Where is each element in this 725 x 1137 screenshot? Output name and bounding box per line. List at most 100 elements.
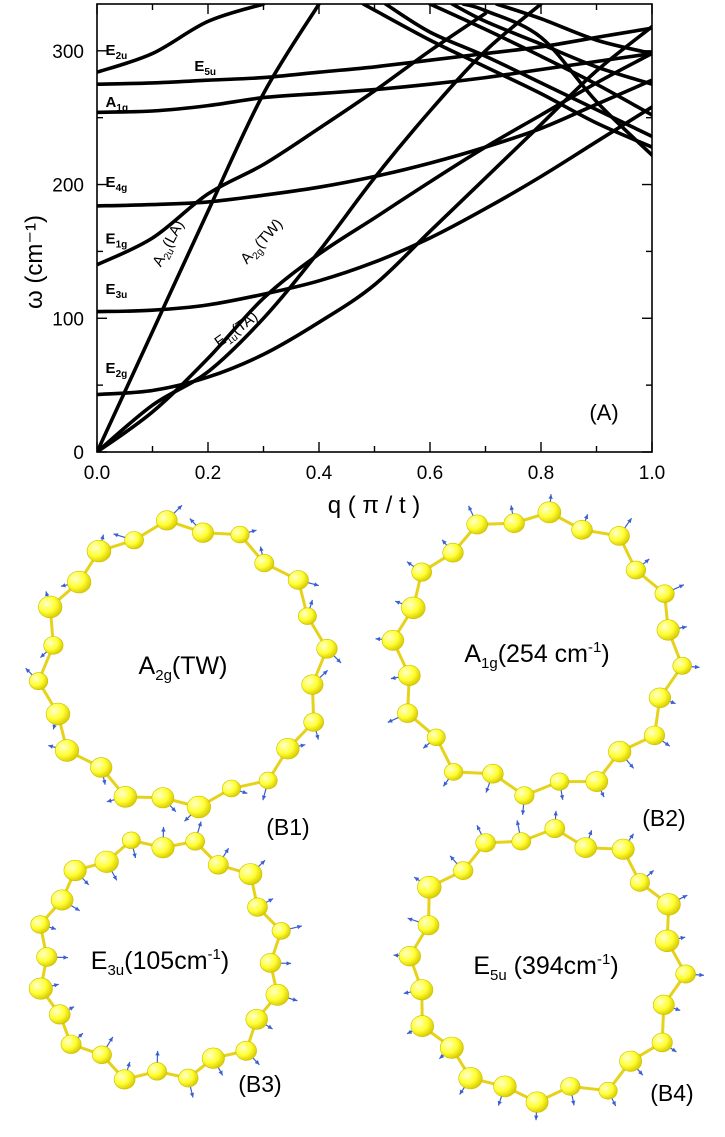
y-tick-label: 200 (52, 176, 84, 197)
carbon-atom (124, 531, 144, 550)
ring-caption: (B4) (650, 1080, 693, 1106)
carbon-atom (514, 786, 535, 805)
carbon-atom (66, 570, 92, 594)
arrow-head (51, 925, 56, 930)
vibration-mode-rings: A2g(TW) (B1) A1g(254 cm-1) (B2) E3u(105cm-1)… (25, 494, 704, 1121)
carbon-atom (410, 979, 434, 1001)
carbon-atom (36, 947, 58, 967)
carbon-atom (401, 596, 426, 619)
carbon-atom (537, 501, 562, 524)
ring-panel-1: A2g(TW) (B1) (25, 504, 342, 840)
carbon-atom (397, 664, 421, 686)
carbon-atom (235, 1040, 257, 1061)
carbon-atom (121, 831, 141, 849)
carbon-atom (43, 636, 64, 655)
arrow-head (407, 561, 412, 567)
arrow-head (638, 1070, 643, 1076)
carbon-atom (648, 687, 672, 708)
carbon-atom (207, 855, 229, 875)
arrow-head (322, 670, 328, 675)
x-tick-label: 0.0 (84, 463, 110, 484)
carbon-atom (259, 953, 282, 973)
branch-line-0 (97, 4, 321, 452)
branch-line-7 (97, 51, 652, 115)
carbon-atom (619, 1050, 643, 1072)
branch-line-10 (361, 4, 652, 149)
arrow-head (259, 546, 264, 552)
arrow-head (675, 1006, 681, 1012)
mode-labels: E2u E5u A1g E4g E1g E3u E2g (106, 42, 216, 380)
arrow-head (189, 1092, 194, 1098)
arrow-head (387, 718, 393, 723)
arrow-head (670, 700, 676, 705)
ring-caption: (B1) (266, 814, 309, 840)
y-axis-title: ω (cm⁻¹) (21, 215, 48, 309)
arrow-head (600, 792, 605, 798)
mode-label: E5u (194, 58, 216, 78)
arrow-head (242, 790, 248, 795)
carbon-atom (276, 737, 300, 760)
carbon-atom (397, 703, 419, 723)
arrow-head (515, 820, 521, 826)
carbon-atom (625, 560, 647, 580)
arrow-head (254, 1060, 260, 1065)
carbon-atom (50, 889, 74, 911)
carbon-atom (86, 539, 112, 563)
branch-line-8 (97, 26, 652, 86)
arrow-head (100, 534, 105, 540)
arrow-head (644, 558, 650, 564)
carbon-atom (675, 964, 696, 984)
carbon-atom (48, 1004, 71, 1025)
arrow-head (548, 494, 553, 499)
arrow-head (155, 1051, 160, 1056)
carbon-atom (54, 739, 80, 762)
arrow-head (611, 1101, 616, 1106)
mode-label: E3u (106, 281, 128, 301)
y-tick-label: 100 (52, 309, 84, 330)
arrow-head (300, 743, 306, 748)
dispersion-branches (97, 4, 652, 452)
carbon-atom (654, 584, 675, 603)
carbon-atom (651, 1032, 673, 1053)
carbon-atom (151, 787, 175, 809)
arrow-head (297, 924, 302, 930)
arrow-head (629, 833, 634, 839)
carbon-atom (466, 514, 489, 535)
carbon-atom (28, 672, 49, 691)
x-axis-title: q ( π / t ) (328, 492, 421, 519)
ring-caption: (B3) (238, 1071, 281, 1097)
carbon-atom (574, 837, 597, 858)
arrow-head (309, 599, 314, 605)
arrow-head (423, 743, 429, 749)
arrow-head (682, 625, 687, 630)
carbon-atom (571, 519, 593, 540)
arrow-head (553, 810, 558, 816)
arrow-head (69, 1006, 75, 1011)
arrow-head (664, 741, 670, 747)
arrow-head (468, 505, 473, 511)
arrow-head (218, 1070, 223, 1076)
carbon-atom (453, 861, 474, 881)
carbon-atom (94, 850, 119, 873)
arrow-head (313, 582, 319, 587)
arrow-head (286, 961, 292, 966)
arrow-head (497, 1100, 502, 1106)
panel-label-a: (A) (589, 400, 618, 425)
arrow-head (74, 906, 80, 911)
carbon-atom (608, 526, 630, 546)
axis-ticks (96, 4, 653, 453)
carbon-atom (238, 863, 263, 886)
carbon-atom (444, 763, 464, 781)
arrow-head (63, 955, 68, 960)
arrow-head (292, 997, 298, 1002)
carbon-atom (608, 740, 632, 763)
arrow-head (336, 658, 341, 663)
arrow-head (113, 533, 119, 538)
carbon-atom (30, 915, 51, 934)
ring-panel-2: A1g(254 cm-1) (B2) (375, 494, 700, 831)
arrow-head (559, 795, 565, 800)
arrow-head (189, 518, 195, 524)
arrow-head (439, 1054, 445, 1059)
arrow-head (678, 584, 684, 589)
carbon-atom (652, 994, 675, 1016)
